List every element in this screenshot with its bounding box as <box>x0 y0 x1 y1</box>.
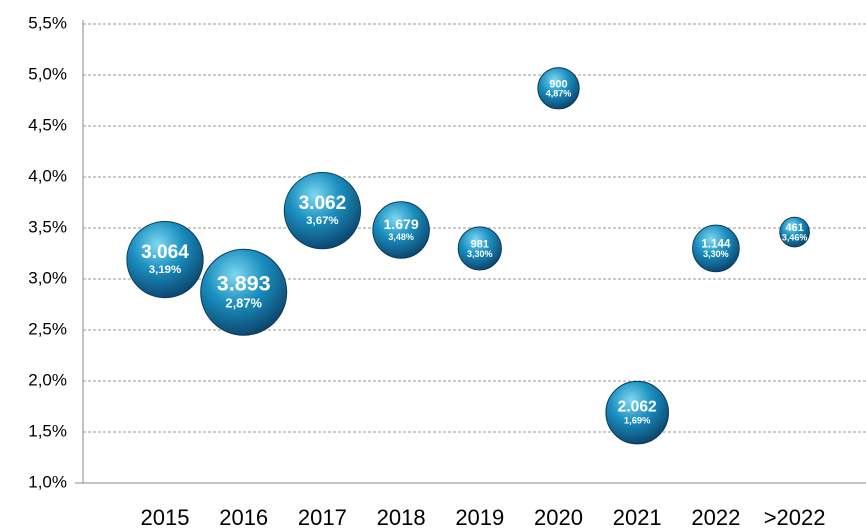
y-tick-label: 1,0% <box>28 472 67 491</box>
value-label: 3,30% <box>703 249 729 259</box>
value-label: 4,87% <box>546 89 572 99</box>
y-tick-label: 4,5% <box>28 115 67 134</box>
bubble <box>200 248 288 336</box>
value-label: 3,19% <box>149 264 181 276</box>
bubble <box>126 220 204 299</box>
x-tick-label: 2015 <box>141 505 190 530</box>
x-tick-label: 2021 <box>613 505 662 530</box>
bubble <box>537 67 580 110</box>
x-tick-label: 2017 <box>298 505 347 530</box>
x-tick-label: 2016 <box>219 505 268 530</box>
x-tick-label: 2022 <box>691 505 740 530</box>
y-tick-label: 3,0% <box>28 268 67 287</box>
y-tick-label: 2,5% <box>28 319 67 338</box>
size-label: 3.893 <box>217 271 271 295</box>
bubble <box>605 380 669 445</box>
size-label: 1.679 <box>383 216 418 232</box>
size-label: 1.144 <box>701 237 731 250</box>
size-label: 3.064 <box>141 242 189 263</box>
size-label: 3.062 <box>299 193 347 214</box>
value-label: 3,46% <box>782 233 808 243</box>
y-tick-label: 3,5% <box>28 217 67 236</box>
bubble <box>283 172 362 250</box>
size-label: 981 <box>471 238 489 250</box>
x-tick-label: >2022 <box>764 505 826 530</box>
bubble <box>779 216 810 248</box>
x-tick-label: 2020 <box>534 505 583 530</box>
size-label: 2.062 <box>618 398 657 415</box>
value-label: 2,87% <box>225 295 262 310</box>
value-label: 3,67% <box>306 215 338 227</box>
size-label: 900 <box>549 78 567 90</box>
y-tick-label: 5,5% <box>28 13 67 32</box>
y-tick-label: 2,0% <box>28 370 67 389</box>
y-tick-label: 1,5% <box>28 421 67 440</box>
value-label: 1,69% <box>624 416 651 426</box>
x-tick-label: 2018 <box>377 505 426 530</box>
size-label: 461 <box>785 222 803 234</box>
bubble <box>692 224 740 273</box>
y-tick-label: 5,0% <box>28 64 67 83</box>
y-tick-label: 4,0% <box>28 166 67 185</box>
bubble <box>372 201 430 259</box>
x-tick-label: 2019 <box>455 505 504 530</box>
bubble <box>457 226 502 271</box>
value-label: 3,48% <box>388 232 414 242</box>
value-label: 3,30% <box>467 249 493 259</box>
